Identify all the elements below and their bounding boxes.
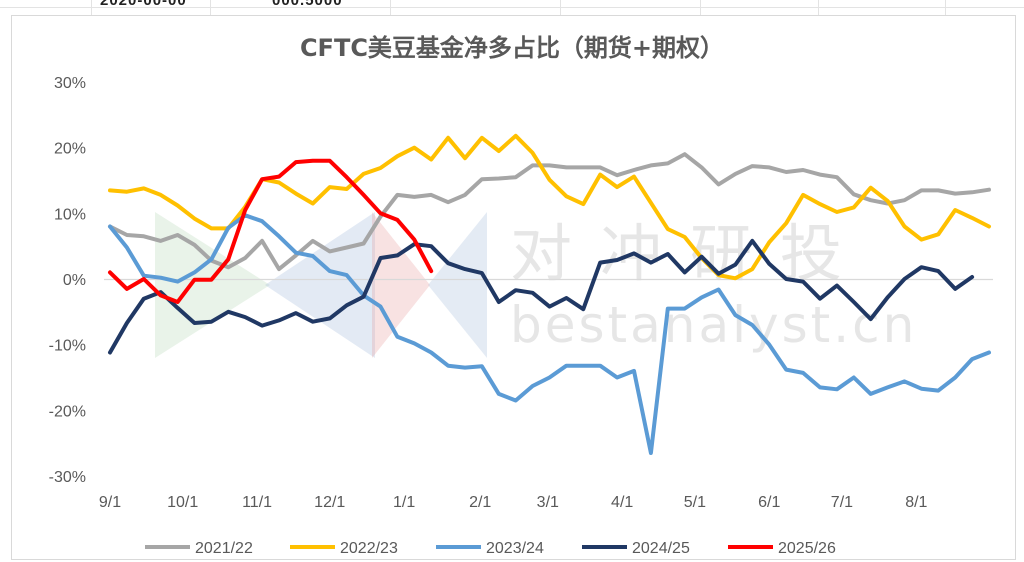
y-axis: -30% -20% -10% 0% 10% 20% 30%: [49, 75, 86, 486]
sheet-cell-date[interactable]: 2020-00-00: [100, 0, 187, 9]
watermark-arrow-blue-right: [428, 212, 487, 358]
legend-label[interactable]: 2022/23: [340, 540, 398, 557]
series-line-2021-22[interactable]: [108, 152, 991, 272]
x-tick-label: 3/1: [537, 494, 559, 511]
x-tick-label: 8/1: [905, 494, 927, 511]
y-tick-label: 0%: [63, 272, 86, 289]
x-tick-label: 6/1: [758, 494, 780, 511]
series-line-2024-25[interactable]: [108, 238, 975, 355]
watermark-arrow-green: [155, 212, 270, 358]
x-tick-label: 9/1: [99, 494, 121, 511]
legend-label[interactable]: 2021/22: [195, 540, 253, 557]
y-tick-label: 10%: [54, 206, 86, 223]
x-tick-label: 5/1: [684, 494, 706, 511]
y-tick-label: -20%: [49, 403, 86, 420]
x-tick-label: 11/1: [242, 494, 272, 511]
series-line-2023-24[interactable]: [108, 213, 991, 455]
legend-label[interactable]: 2023/24: [486, 540, 544, 557]
chart-title: CFTC美豆基金净多占比（期货+期权）: [300, 34, 724, 62]
watermark: 对冲研投 bestanalyst.cn: [155, 212, 914, 358]
watermark-arrow-blue-left: [265, 212, 375, 358]
series-lines: [108, 133, 991, 455]
watermark-arrow-red: [372, 212, 430, 358]
x-axis: 9/1 10/1 11/1 12/1 1/1 2/1 3/1 4/1 5/1 6/1 7/1 8/1: [99, 494, 928, 511]
y-tick-label: -10%: [49, 338, 86, 355]
x-tick-label: 4/1: [611, 494, 633, 511]
series-line-2025-26[interactable]: [108, 158, 434, 304]
legend-label[interactable]: 2025/26: [778, 540, 836, 557]
y-tick-label: 30%: [54, 75, 86, 92]
x-tick-label: 10/1: [167, 494, 198, 511]
x-tick-label: 12/1: [314, 494, 345, 511]
sheet-cell-value[interactable]: 000.5000: [272, 0, 343, 9]
chart-area[interactable]: [11, 15, 1016, 560]
legend[interactable]: 2021/22 2022/23 2023/24 2024/25 2025/26: [145, 540, 836, 557]
x-tick-label: 2/1: [469, 494, 491, 511]
y-tick-label: 20%: [54, 141, 86, 158]
x-tick-label: 7/1: [831, 494, 853, 511]
y-tick-label: -30%: [49, 469, 86, 486]
legend-label[interactable]: 2024/25: [632, 540, 690, 557]
x-tick-label: 1/1: [393, 494, 415, 511]
